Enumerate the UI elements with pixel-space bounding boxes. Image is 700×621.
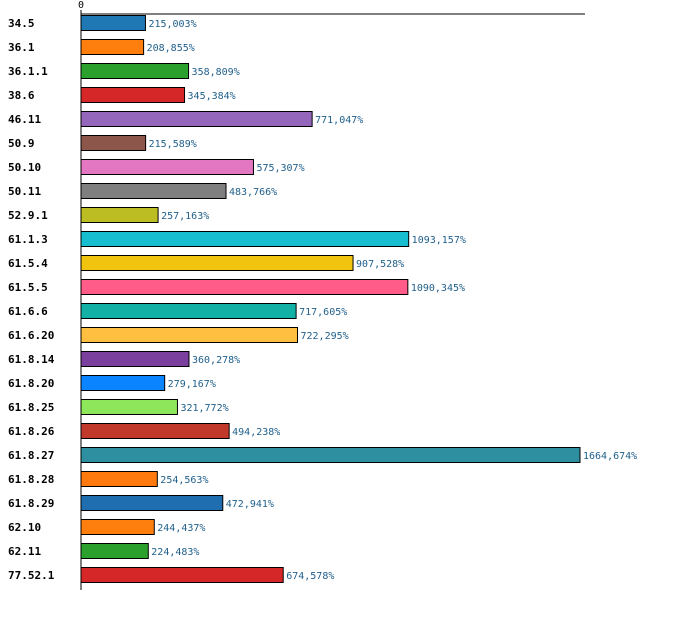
category-label: 77.52.1 (8, 569, 55, 582)
value-label: 208,855% (147, 43, 195, 54)
bar-61-8-26 (80, 423, 230, 439)
category-label: 62.10 (8, 521, 41, 534)
bar-61-8-27 (80, 447, 581, 463)
value-label: 575,307% (256, 163, 304, 174)
category-label: 61.8.20 (8, 377, 54, 390)
value-label: 279,167% (168, 379, 216, 390)
bar-61-6-20 (80, 327, 299, 343)
bar-52-9-1 (80, 207, 159, 223)
bar-46-11 (80, 111, 313, 127)
bar-61-5-4 (80, 255, 354, 271)
bar-50-9 (80, 135, 147, 151)
bar-38-6 (80, 87, 186, 103)
bar-61-5-5 (80, 279, 409, 295)
value-label: 1090,345% (411, 283, 465, 294)
category-label: 52.9.1 (8, 209, 48, 222)
value-label: 345,384% (188, 91, 236, 102)
category-label: 36.1 (8, 41, 35, 54)
bar-50-10 (80, 159, 254, 175)
value-label: 494,238% (232, 427, 280, 438)
bar-61-8-14 (80, 351, 190, 367)
bar-61-6-6 (80, 303, 297, 319)
category-label: 62.11 (8, 545, 41, 558)
bar-62-11 (80, 543, 149, 559)
value-label: 771,047% (315, 115, 363, 126)
value-label: 483,766% (229, 187, 277, 198)
x-tick-label: 0 (78, 0, 84, 11)
category-label: 61.5.4 (8, 257, 48, 270)
bar-61-8-20 (80, 375, 166, 391)
value-label: 244,437% (157, 523, 205, 534)
category-label: 61.8.25 (8, 401, 54, 414)
category-label: 50.10 (8, 161, 41, 174)
category-label: 61.8.28 (8, 473, 54, 486)
bar-61-1-3 (80, 231, 410, 247)
category-label: 34.5 (8, 17, 35, 30)
category-label: 61.8.29 (8, 497, 54, 510)
value-label: 321,772% (180, 403, 228, 414)
value-label: 360,278% (192, 355, 240, 366)
category-label: 38.6 (8, 89, 35, 102)
value-label: 717,605% (299, 307, 347, 318)
value-label: 215,003% (148, 19, 196, 30)
category-label: 61.8.27 (8, 449, 54, 462)
category-label: 50.9 (8, 137, 35, 150)
category-label: 61.6.6 (8, 305, 48, 318)
value-label: 358,809% (192, 67, 240, 78)
bar-61-8-29 (80, 495, 224, 511)
category-label: 46.11 (8, 113, 41, 126)
category-label: 61.8.26 (8, 425, 55, 438)
bar-61-8-28 (80, 471, 158, 487)
category-label: 36.1.1 (8, 65, 48, 78)
value-label: 472,941% (226, 499, 274, 510)
value-label: 907,528% (356, 259, 404, 270)
category-label: 61.6.20 (8, 329, 54, 342)
value-label: 1093,157% (412, 235, 466, 246)
value-label: 1664,674% (583, 451, 637, 462)
bar-50-11 (80, 183, 227, 199)
bar-34-5 (80, 15, 146, 31)
category-label: 61.1.3 (8, 233, 48, 246)
category-label: 50.11 (8, 185, 41, 198)
value-label: 257,163% (161, 211, 209, 222)
value-label: 722,295% (301, 331, 349, 342)
axes: 0 (78, 0, 585, 590)
category-label: 61.5.5 (8, 281, 48, 294)
bar-61-8-25 (80, 399, 178, 415)
value-labels: 215,003% 208,855% 358,809% 345,384% 771,047%… (147, 19, 638, 582)
category-label: 61.8.14 (8, 353, 55, 366)
bar-77-52-1 (80, 567, 284, 583)
value-label: 215,589% (149, 139, 197, 150)
value-label: 254,563% (160, 475, 208, 486)
bar-36-1-1 (80, 63, 190, 79)
bar-36-1 (80, 39, 145, 55)
value-label: 224,483% (151, 547, 199, 558)
value-label: 674,578% (286, 571, 334, 582)
category-labels: 34.5 36.1 36.1.1 38.6 46.11 50.9 50.10 50.11 52.… (8, 17, 55, 582)
bars (80, 15, 581, 583)
bar-62-10 (80, 519, 155, 535)
